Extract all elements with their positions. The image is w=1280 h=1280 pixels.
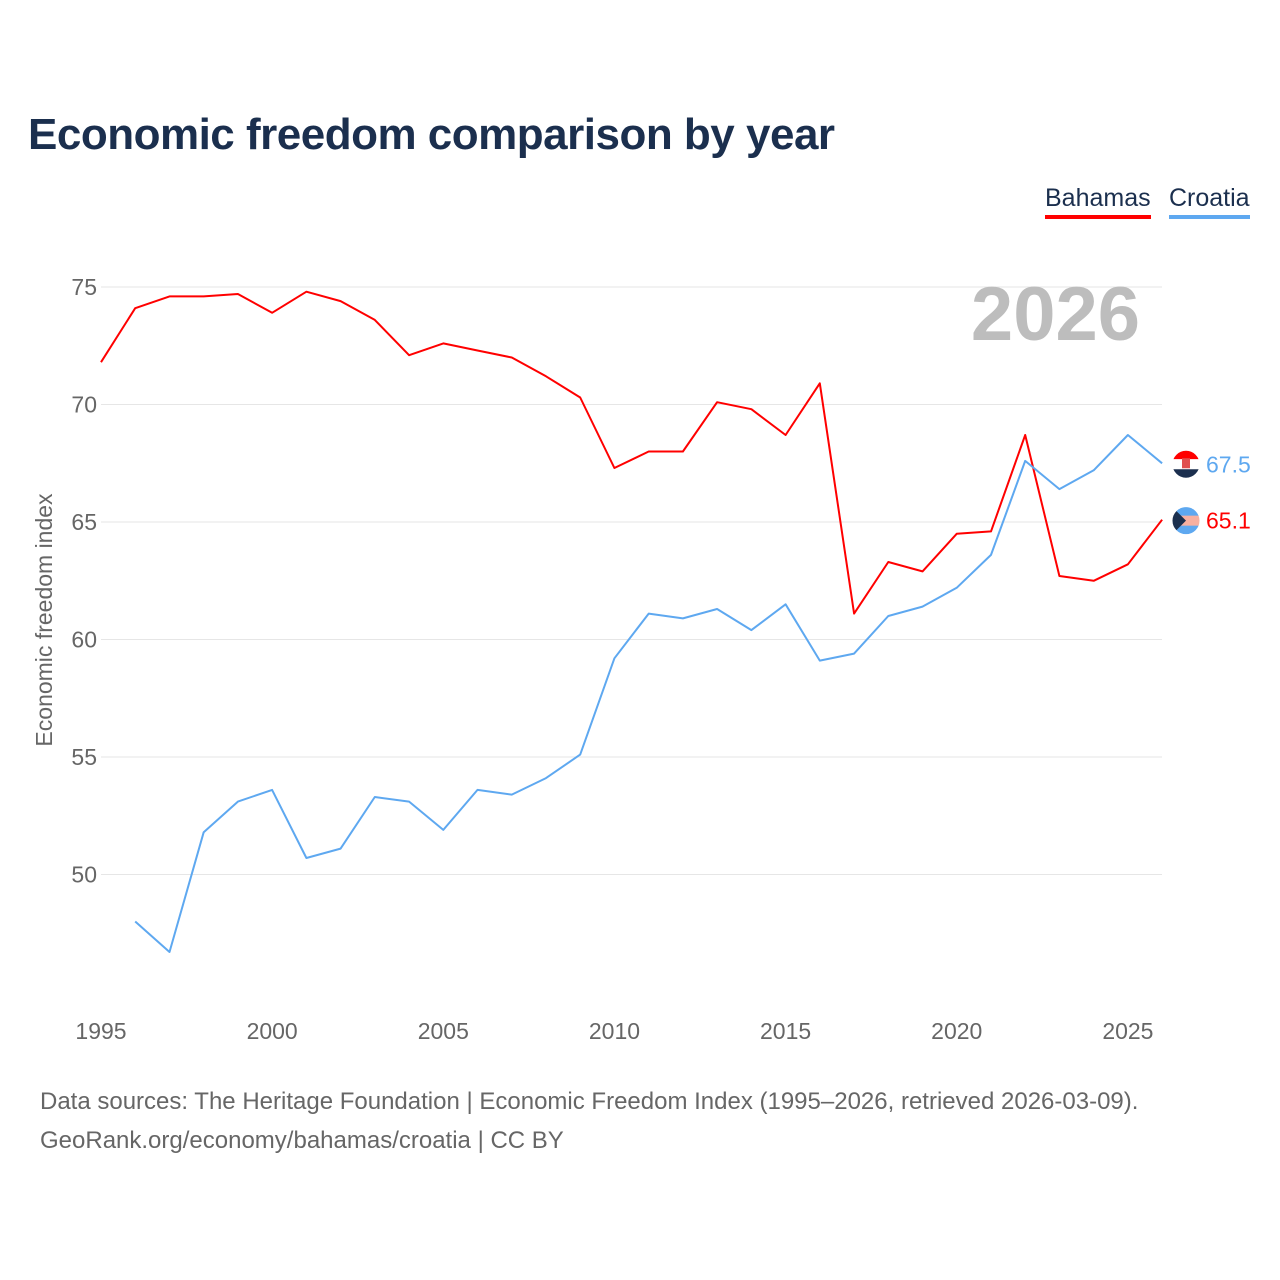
y-tick-label: 65	[71, 509, 97, 535]
x-tick-label: 1995	[75, 1018, 126, 1044]
x-tick-label: 2000	[247, 1018, 298, 1044]
x-tick-label: 2010	[589, 1018, 640, 1044]
y-tick-label: 55	[71, 744, 97, 770]
source-line-2[interactable]: GeoRank.org/economy/bahamas/croatia | CC…	[40, 1127, 564, 1154]
y-axis-label: Economic freedom index	[31, 493, 57, 747]
y-tick-label: 70	[71, 392, 97, 418]
x-tick-label: 2005	[418, 1018, 469, 1044]
x-tick-label: 2020	[931, 1018, 982, 1044]
y-tick-label: 50	[71, 862, 97, 888]
year-watermark: 2026	[971, 272, 1140, 357]
legend-croatia[interactable]: Croatia	[1169, 184, 1250, 219]
y-tick-label: 75	[71, 274, 97, 300]
end-label-bahamas: 65.1	[1206, 508, 1251, 534]
x-tick-label: 2025	[1102, 1018, 1153, 1044]
chart-title: Economic freedom comparison by year	[28, 110, 835, 159]
x-tick-label: 2015	[760, 1018, 811, 1044]
flag-bahamas-icon	[1171, 506, 1201, 536]
series-line-croatia	[134, 434, 1163, 953]
series-line-bahamas	[100, 290, 1163, 615]
end-label-croatia: 67.5	[1206, 451, 1251, 477]
source-line-1: Data sources: The Heritage Foundation | …	[40, 1088, 1139, 1115]
legend-bahamas[interactable]: Bahamas	[1045, 184, 1151, 219]
y-tick-label: 60	[71, 627, 97, 653]
flag-croatia-icon	[1171, 449, 1201, 479]
